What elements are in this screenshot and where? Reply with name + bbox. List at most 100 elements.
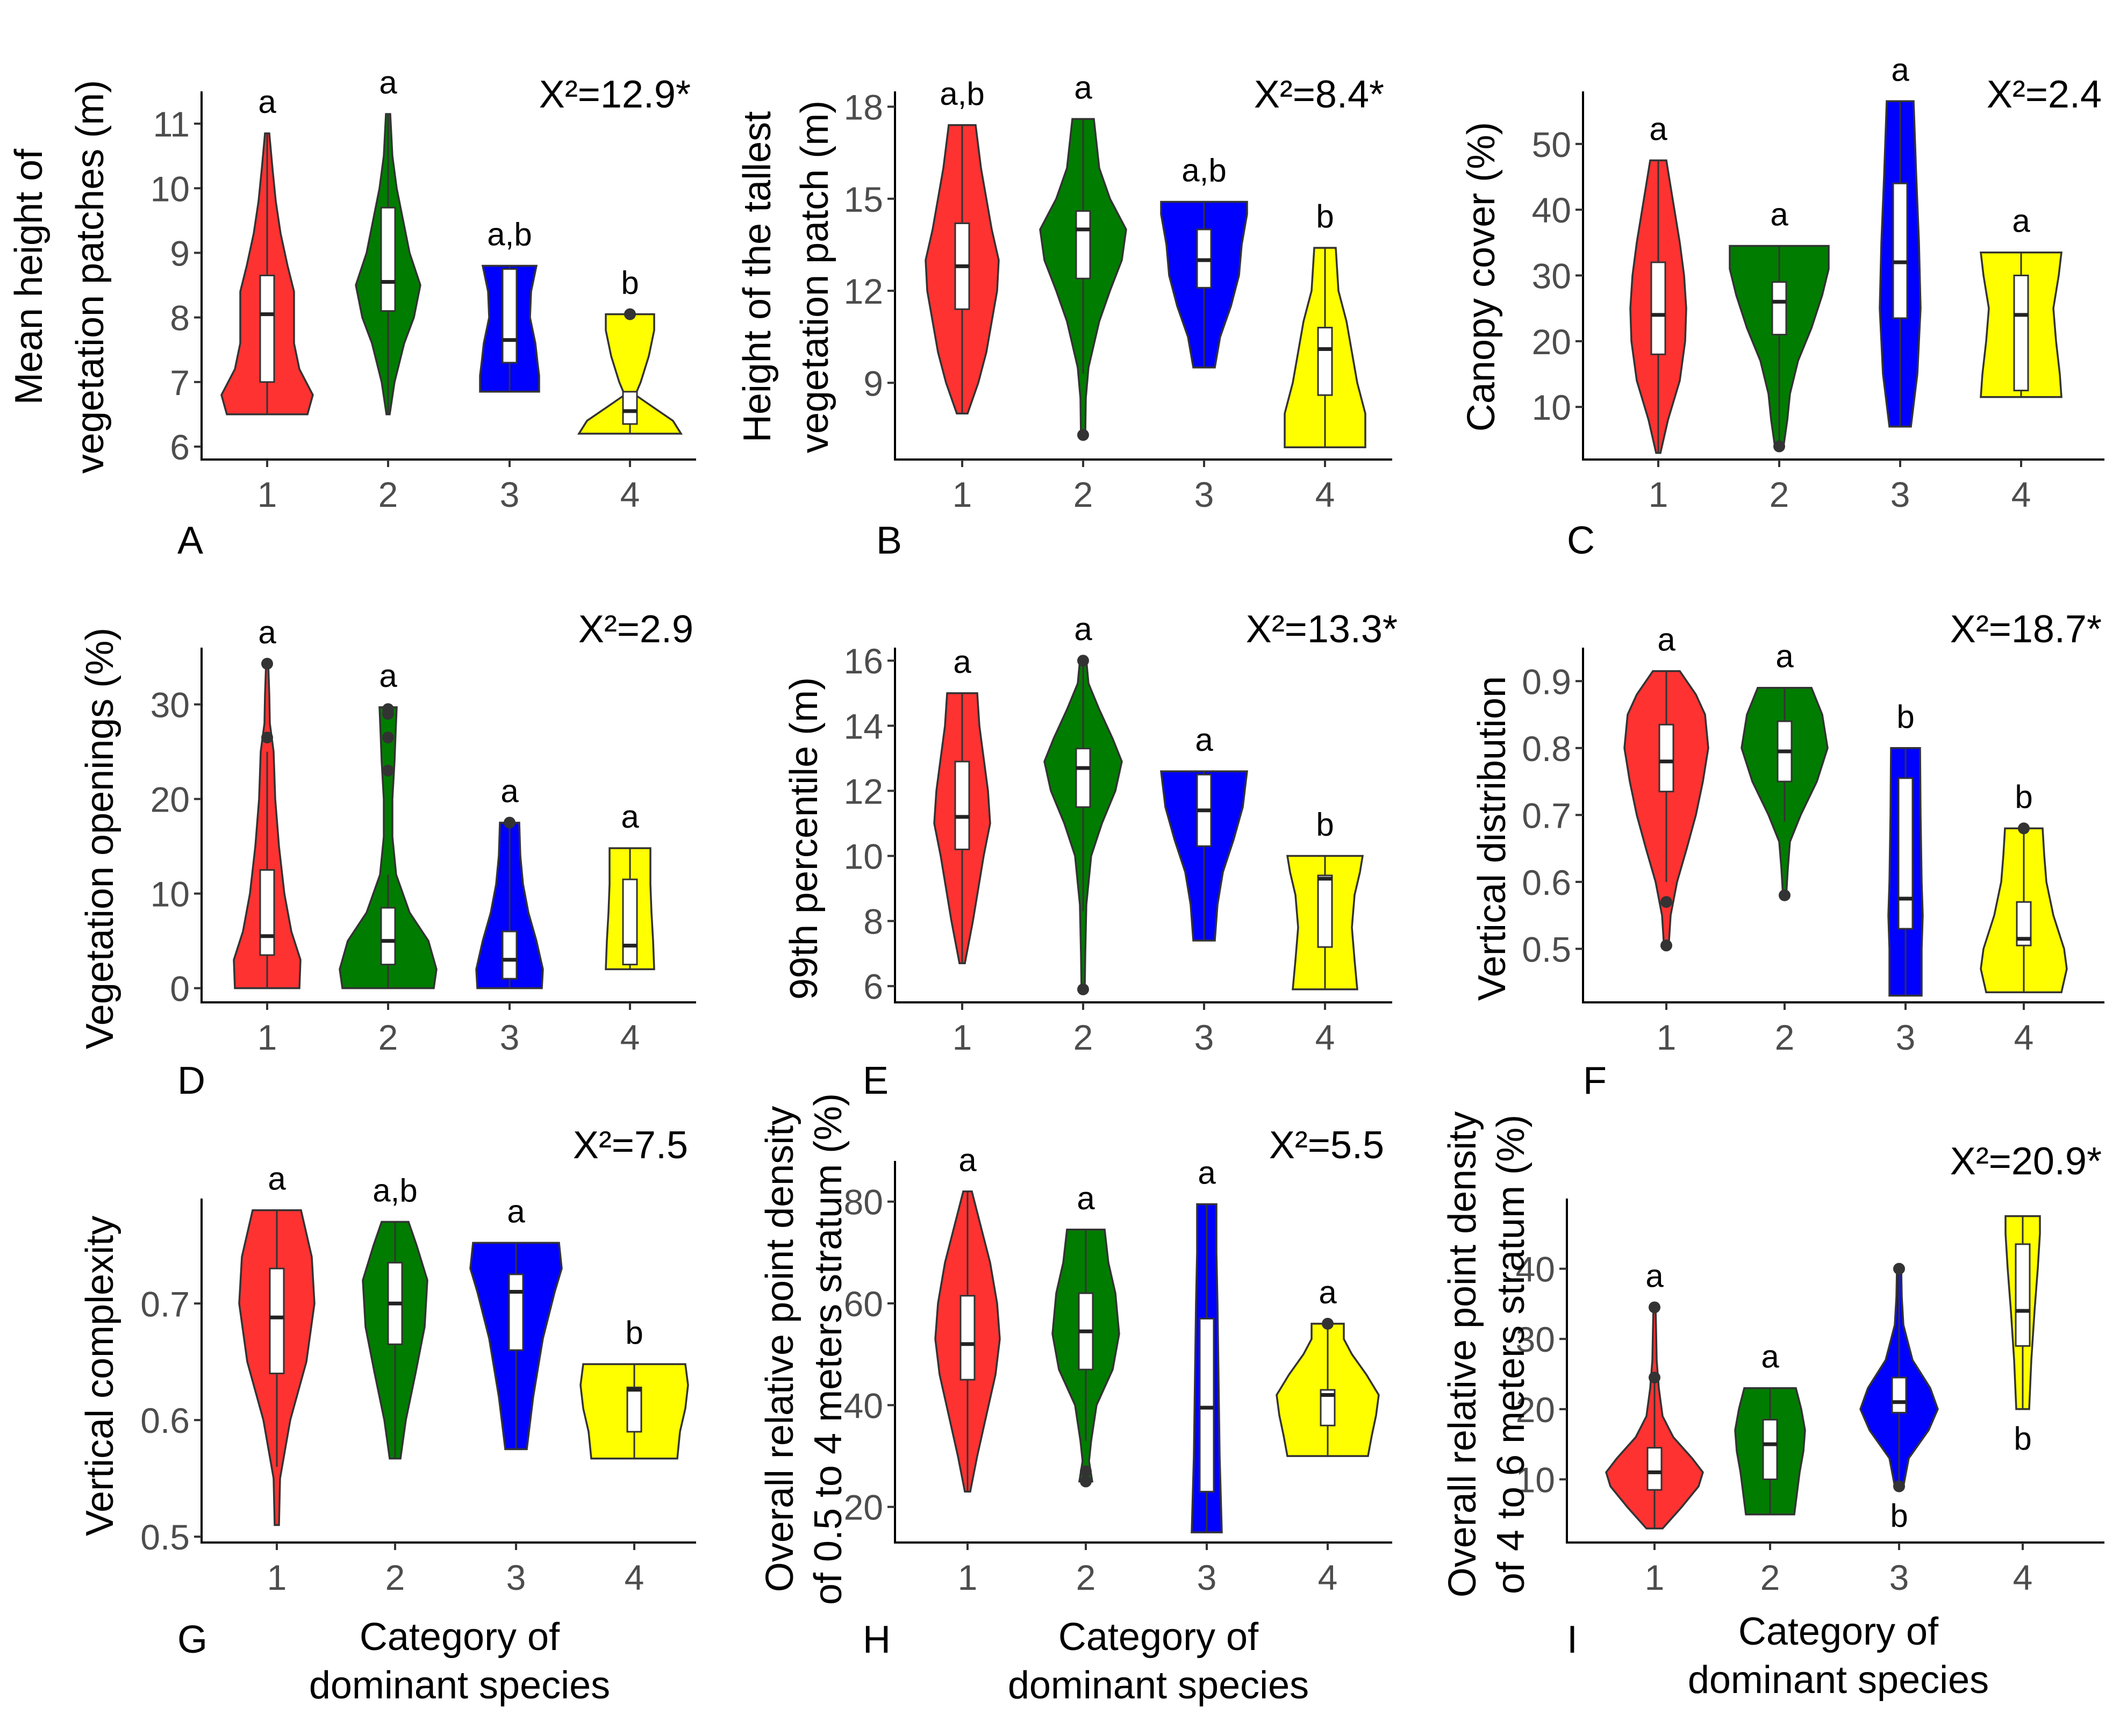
y-axis-label: vegetation patch (m) [793, 101, 836, 453]
iqr-box [1897, 777, 1914, 930]
kruskal-statistic: X²=2.9 [578, 608, 693, 651]
outlier-point [1660, 939, 1672, 952]
iqr-box [2015, 1243, 2031, 1347]
significance-letter: b [2015, 779, 2032, 815]
y-axis-label: Canopy cover (%) [1460, 122, 1503, 432]
outlier-point [2018, 822, 2030, 835]
y-tick-label: 9 [863, 363, 883, 403]
significance-letter: a [500, 773, 519, 809]
kruskal-statistic: X²=13.3* [1246, 608, 1398, 651]
outlier-point [1649, 1301, 1660, 1314]
axis-lines [200, 91, 696, 461]
violin-group-4: b [577, 265, 683, 435]
significance-letter: b [625, 1315, 643, 1351]
panel-tag: H [863, 1618, 891, 1661]
y-axis-label: Overall relative point density [758, 1106, 801, 1592]
significance-letter: a [1195, 722, 1213, 758]
violin-group-4: b [1286, 807, 1364, 991]
outlier-point [261, 657, 273, 670]
significance-letter: a [1649, 111, 1667, 147]
outlier-point [1649, 1372, 1660, 1384]
outlier-point [1077, 429, 1089, 441]
axis-lines [894, 648, 1392, 1003]
x-tick-label: 2 [1073, 1017, 1093, 1057]
y-axis-label: Vegetation openings (%) [78, 628, 121, 1050]
x-tick-label: 1 [257, 475, 277, 514]
axis-lines [200, 1199, 696, 1544]
y-tick-label: 0.7 [140, 1284, 190, 1324]
x-tick-label: 3 [1194, 1017, 1214, 1057]
y-axis-label: Overall relative point density [1441, 1111, 1484, 1597]
x-tick-label: 2 [378, 475, 398, 514]
outlier-point [1893, 1262, 1905, 1275]
violin-group-2: a [1039, 69, 1127, 441]
panel-i: 10 20 30 40 1 2 3 4 Overall relative point densi… [1441, 1111, 2104, 1661]
y-axis-label: 99th percentile (m) [783, 677, 826, 1000]
outlier-point [504, 816, 515, 829]
y-tick-label: 18 [844, 88, 883, 127]
iqr-box [622, 878, 638, 966]
y-tick-label: 10 [151, 874, 190, 914]
violin-group-3: b [1887, 699, 1924, 997]
x-tick-label: 2 [1073, 475, 1093, 514]
axis-lines [1582, 648, 2104, 1003]
x-tick-label: 3 [506, 1558, 526, 1597]
y-tick-label: 0.5 [1522, 929, 1571, 969]
y-tick-label: 10 [151, 169, 190, 209]
y-tick-label: 6 [170, 427, 190, 467]
violin-group-1: a [1605, 1258, 1704, 1530]
iqr-box [380, 206, 396, 312]
panel-d: 0 10 20 30 1 2 3 4 Vegetation openings (%) X²=2.9… [78, 608, 696, 1102]
violin-group-1: a,b [925, 76, 1000, 415]
x-tick-label: 2 [385, 1558, 405, 1597]
iqr-box [508, 1273, 524, 1351]
violin-group-1: a [933, 644, 991, 965]
axis-lines [894, 1161, 1392, 1544]
violin-group-4: b [579, 1315, 689, 1460]
violin-group-2: a [355, 64, 421, 415]
kruskal-statistic: X²=18.7* [1950, 608, 2102, 651]
violin-group-4: a [605, 799, 655, 971]
outlier-point [1077, 655, 1089, 667]
violin-group-3: a,b [1160, 153, 1248, 369]
iqr-box [626, 1386, 642, 1433]
significance-letter: a,b [373, 1172, 417, 1208]
significance-letter: a [1891, 52, 1909, 88]
x-axis-title-line1-col1: Category of [360, 1616, 560, 1659]
x-tick-label: 1 [1649, 475, 1668, 514]
x-tick-label: 3 [500, 1017, 520, 1057]
x-tick-label: 4 [1315, 1017, 1335, 1057]
y-tick-label: 40 [844, 1386, 883, 1425]
y-tick-label: 40 [1516, 1250, 1555, 1289]
iqr-box [502, 268, 518, 364]
axis-lines [1566, 1199, 2104, 1544]
y-tick-label: 8 [863, 902, 883, 942]
significance-letter: a [1198, 1154, 1216, 1190]
iqr-box [2013, 275, 2029, 392]
x-axis-title-line2-col1: dominant species [309, 1664, 610, 1707]
axis-lines [200, 648, 696, 1003]
iqr-box [1317, 874, 1333, 948]
y-tick-label: 9 [170, 233, 190, 273]
y-tick-label: 10 [1532, 388, 1571, 427]
significance-letter: b [1890, 1498, 1908, 1534]
violin-group-1: a [220, 84, 314, 415]
iqr-box [380, 907, 396, 966]
y-tick-label: 50 [1532, 125, 1571, 164]
iqr-box [259, 869, 275, 956]
y-tick-label: 0.6 [1522, 863, 1571, 902]
y-tick-label: 0 [170, 969, 190, 1009]
y-tick-label: 0.6 [140, 1401, 190, 1440]
iqr-box [1771, 281, 1787, 336]
violin-group-3: a [1879, 52, 1922, 428]
panel-tag: A [177, 519, 203, 562]
y-tick-label: 0.9 [1522, 662, 1571, 701]
significance-letter: b [621, 265, 639, 301]
significance-letter: a [268, 1161, 286, 1197]
y-axis-label: Height of the tallest [736, 111, 779, 442]
iqr-box [622, 391, 638, 425]
outlier-point [1322, 1317, 1334, 1330]
outlier-point [1893, 1480, 1905, 1493]
